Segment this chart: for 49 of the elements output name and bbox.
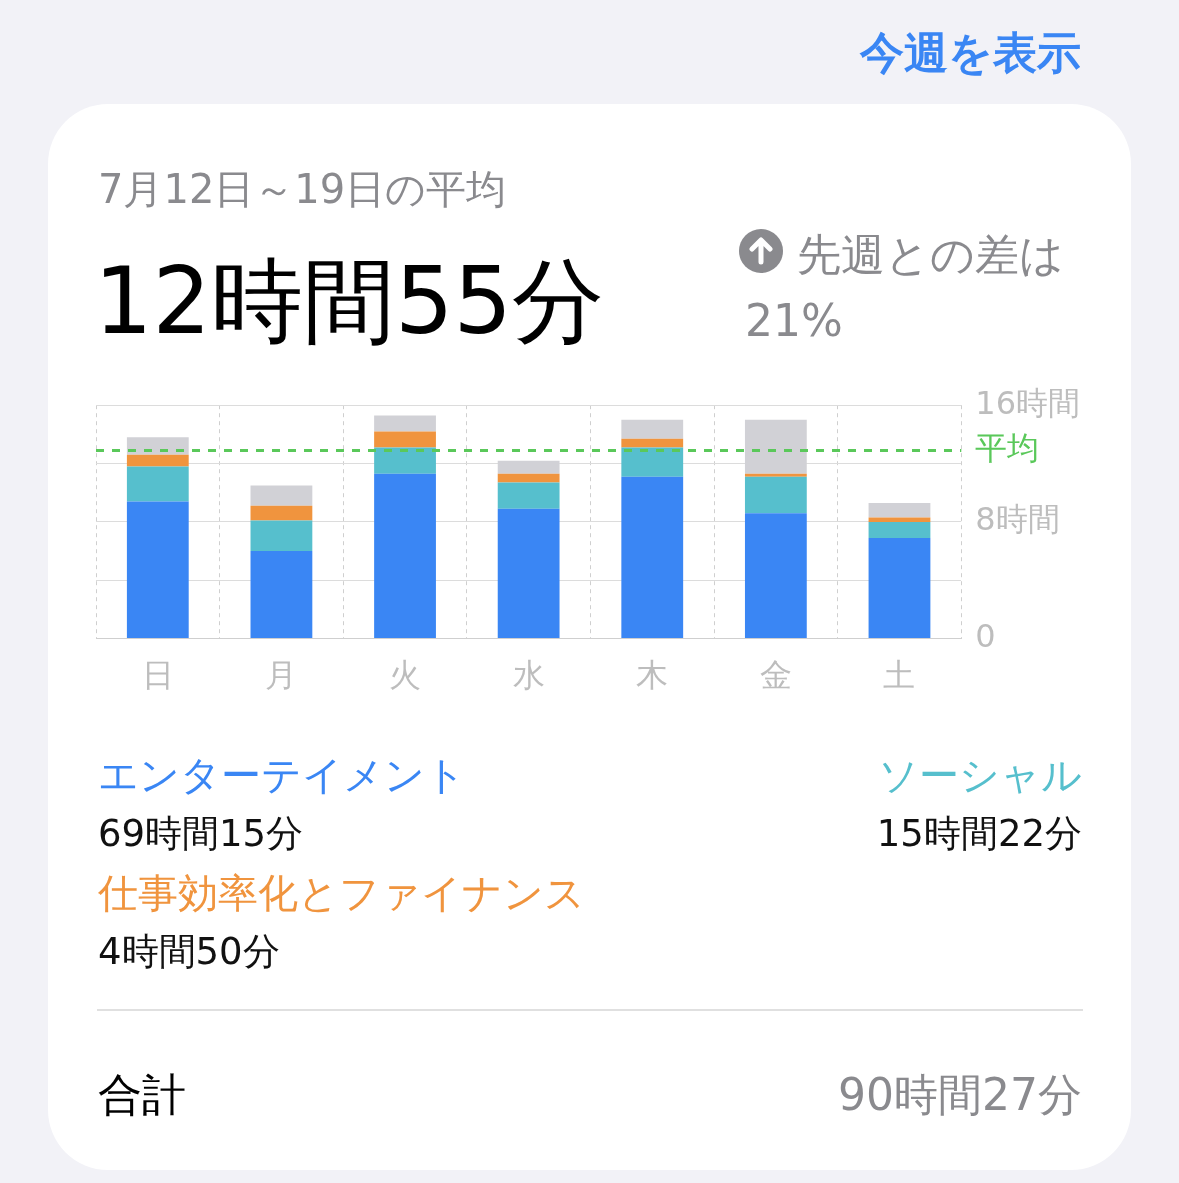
x-tick-label: 土 [883,656,916,695]
x-tick-label: 火 [389,656,422,695]
bar [374,473,436,639]
bar [497,508,560,639]
text: 15時間22分 [876,811,1082,857]
text: ソーシャル [877,751,1082,800]
y-tick-label: 16時間 [975,383,1080,422]
bar [126,437,189,455]
x-tick-label: 木 [636,656,669,695]
bar [621,419,684,439]
bar [250,485,313,506]
x-tick-label: 金 [759,656,792,695]
text: 先週との差は 21% [745,228,1065,348]
text: 今週を表示 [860,26,1081,80]
bar [250,505,313,521]
text: 仕事効率化とファイナンス [98,869,585,918]
bar [126,501,189,639]
chart-title: 12時間55分 [94,247,605,357]
bar [497,473,560,483]
bar [744,476,807,514]
text: 合計 [98,1068,186,1122]
bar [868,517,931,522]
bar [374,415,436,432]
text: 90時間27分 [838,1068,1082,1122]
bar [621,447,684,477]
bar [250,551,313,639]
bar [744,513,807,639]
text: 4時間50分 [98,929,281,975]
bar [621,438,684,448]
chart-subtitle: 7月12日～19日の平均 [98,165,507,214]
ref-line-label: 平均 [975,428,1040,467]
bar [126,454,189,467]
bar [497,482,560,509]
bar [250,520,313,552]
bar [126,466,189,502]
bar [374,431,436,448]
text: 69時間15分 [98,811,305,857]
x-tick-label: 月 [265,656,298,695]
y-tick-label: 0 [975,616,996,655]
bar [374,447,436,474]
bar [868,521,931,538]
y-tick-label: 8時間 [975,500,1060,539]
bar [868,537,931,639]
bar [744,473,807,477]
x-tick-label: 日 [141,656,174,695]
x-tick-label: 水 [512,656,545,695]
text: エンターテイメント [98,751,466,800]
bar [621,476,684,639]
bar [868,502,931,518]
